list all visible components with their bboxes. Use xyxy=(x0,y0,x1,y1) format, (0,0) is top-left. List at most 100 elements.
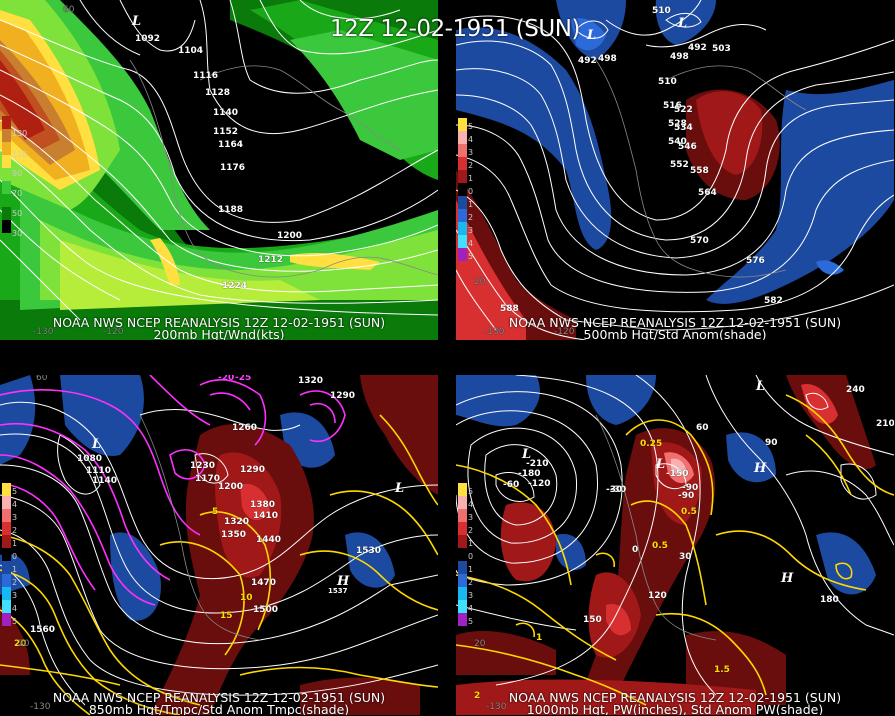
legend-label: 3 xyxy=(12,513,18,522)
legend-label: 90 xyxy=(12,169,23,178)
low-pressure-marker: L xyxy=(132,14,142,29)
contour-label: -90 xyxy=(682,483,699,493)
legend-label: 2 xyxy=(12,526,18,535)
contour-label: 558 xyxy=(690,166,709,176)
contour-label: 1320 xyxy=(298,376,324,386)
contour-label: -90 xyxy=(678,491,695,501)
legend-label: 1 xyxy=(468,539,474,548)
contour-label: 582 xyxy=(764,296,783,306)
contour-label: 1440 xyxy=(256,535,282,545)
low-pressure-marker: L xyxy=(756,379,766,394)
contour-label: 1320 xyxy=(224,517,250,527)
contour-label: 522 xyxy=(674,105,693,115)
axis-label: -130 xyxy=(33,327,54,337)
low-pressure-marker: L xyxy=(587,28,597,43)
contour-label: 30 xyxy=(679,552,692,562)
contour-label: 1080 xyxy=(77,454,103,464)
legend-label: 3 xyxy=(468,148,474,157)
legend-label: 4 xyxy=(12,604,18,613)
legend-label: 4 xyxy=(468,604,474,613)
high-pressure-marker: H xyxy=(754,461,767,476)
legend-500mb: 5 4 3 2 1 0 1 2 3 4 5 xyxy=(458,118,473,261)
high-pressure-marker: H xyxy=(337,574,350,589)
contour-label: 0 xyxy=(632,545,639,555)
legend-label: 5 xyxy=(12,487,18,496)
contour-label: 150 xyxy=(583,615,602,625)
panel-200mb: 130 110 90 70 50 30 L 1092 1104 1116 112… xyxy=(0,0,438,340)
pw-label: 1.5 xyxy=(714,665,730,675)
legend-label: 1 xyxy=(468,565,474,574)
legend-label: 50 xyxy=(12,209,23,218)
legend-label: 1 xyxy=(12,565,18,574)
temp-label: 10 xyxy=(240,593,253,603)
legend-label: 5 xyxy=(468,252,474,261)
contour-label: 510 xyxy=(652,6,671,16)
contour-label: 1104 xyxy=(178,46,204,56)
legend-200mb: 130 110 90 70 50 30 xyxy=(2,116,27,238)
legend-label: 4 xyxy=(468,500,474,509)
low-pressure-marker: L xyxy=(656,457,666,472)
map-850mb xyxy=(0,375,438,715)
contour-label: 1140 xyxy=(92,476,118,486)
legend-1000mb: 5 4 3 2 1 0 1 2 3 4 5 xyxy=(458,483,473,626)
map-200mb xyxy=(0,0,438,340)
temp-label: 15 xyxy=(220,611,233,621)
high-value: 1537 xyxy=(328,587,348,595)
contour-label: 180 xyxy=(820,595,839,605)
temp-label: -20 xyxy=(218,375,235,383)
contour-label: 1410 xyxy=(253,511,279,521)
legend-label: 3 xyxy=(468,591,474,600)
legend-label: 1 xyxy=(468,174,474,183)
pw-label: 2 xyxy=(474,691,481,701)
contour-label: 564 xyxy=(698,188,717,198)
legend-label: 0 xyxy=(468,187,474,196)
contour-label: 1380 xyxy=(250,500,276,510)
contour-label: 1230 xyxy=(190,461,216,471)
pw-label: 0.5 xyxy=(652,541,668,551)
contour-label: 1350 xyxy=(221,530,247,540)
legend-label: 2 xyxy=(468,526,474,535)
axis-label: 60 xyxy=(36,375,48,383)
pw-label: 0.5 xyxy=(681,507,697,517)
contour-label: 1188 xyxy=(218,205,244,215)
axis-label: 20 xyxy=(474,639,486,649)
low-pressure-marker: L xyxy=(395,481,405,496)
axis-label: 60 xyxy=(63,5,75,15)
legend-label: 5 xyxy=(468,487,474,496)
contour-label: 492 xyxy=(688,43,707,53)
contour-label: -30 xyxy=(610,485,627,495)
caption-line2: 1000mb Hgt, PW(inches), Std Anom PW(shad… xyxy=(526,702,824,715)
contour-label: 1260 xyxy=(232,423,258,433)
contour-label: 498 xyxy=(598,54,617,64)
axis-label: 20 xyxy=(474,277,486,287)
legend-label: 5 xyxy=(468,617,474,626)
legend-label: 4 xyxy=(468,135,474,144)
contour-label: 540 xyxy=(668,137,687,147)
legend-label: 0 xyxy=(468,552,474,561)
contour-label: 1212 xyxy=(258,255,284,265)
legend-label: 110 xyxy=(12,150,28,159)
axis-label: -120 xyxy=(554,327,575,337)
legend-label: 2 xyxy=(12,578,18,587)
contour-label: 534 xyxy=(674,123,693,133)
legend-850mb: 5 4 3 2 1 0 1 2 3 4 5 xyxy=(2,483,17,626)
contour-label: 1224 xyxy=(222,281,248,291)
contour-label: 492 xyxy=(578,56,597,66)
main-title: 12Z 12-02-1951 (SUN) xyxy=(330,16,580,42)
contour-label: -210 xyxy=(526,459,549,469)
contour-label: 503 xyxy=(712,44,731,54)
contour-label: 1200 xyxy=(218,482,244,492)
legend-label: 0 xyxy=(12,552,18,561)
contour-label: 1152 xyxy=(213,127,239,137)
temp-label: -25 xyxy=(235,375,252,383)
contour-label: -30 xyxy=(606,485,623,495)
contour-label: 510 xyxy=(658,77,677,87)
axis-label: -130 xyxy=(30,702,51,712)
legend-label: 3 xyxy=(468,513,474,522)
contour-label: -60 xyxy=(503,480,520,490)
caption-line1: NOAA NWS NCEP REANALYSIS 12Z 12-02-1951 … xyxy=(52,690,386,705)
legend-label: 5 xyxy=(12,617,18,626)
contour-label: 528 xyxy=(668,119,687,129)
contour-label: 240 xyxy=(846,385,865,395)
contour-label: 1560 xyxy=(30,625,56,635)
